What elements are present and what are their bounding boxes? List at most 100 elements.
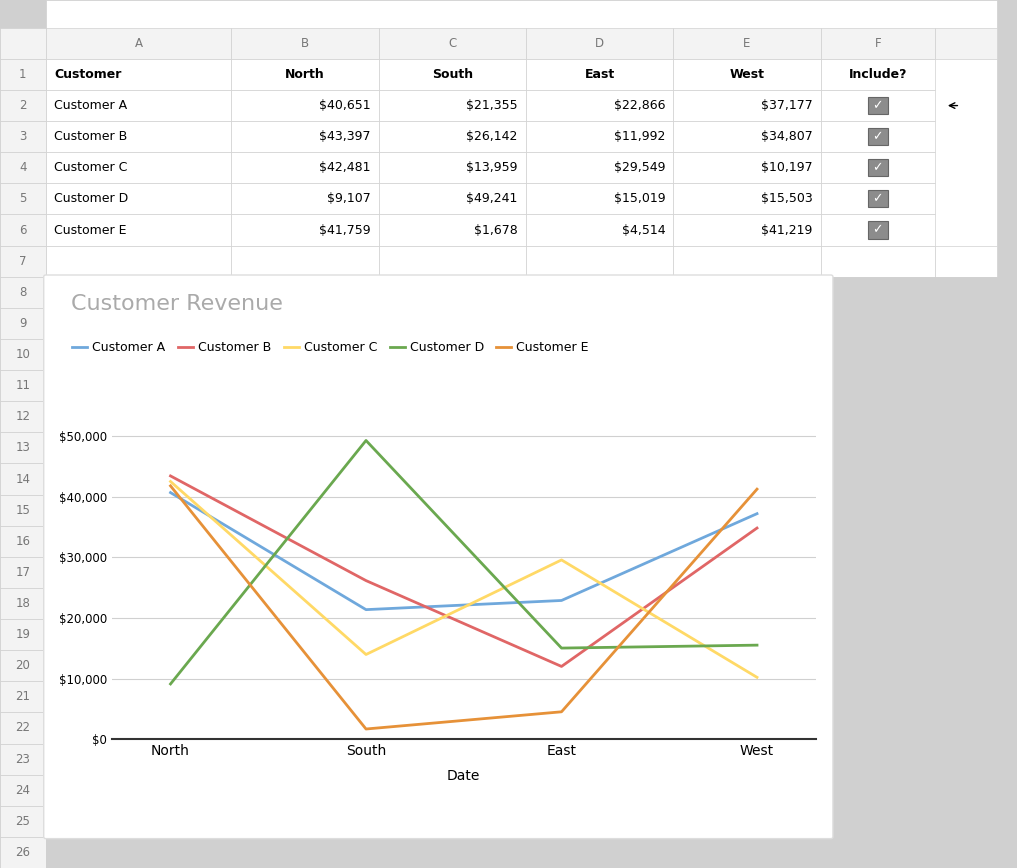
Customer C xyxy=(555,555,567,565)
Bar xyxy=(821,526,935,556)
Bar xyxy=(673,556,821,588)
Bar xyxy=(378,183,526,214)
Text: South: South xyxy=(431,68,473,81)
Bar xyxy=(231,122,378,152)
Bar xyxy=(821,495,935,526)
Bar xyxy=(231,556,378,588)
Bar xyxy=(0,90,46,122)
Text: 24: 24 xyxy=(15,784,31,797)
Bar xyxy=(821,308,935,339)
Customer D xyxy=(360,435,372,445)
Bar xyxy=(46,588,231,619)
Bar xyxy=(526,650,673,681)
Bar xyxy=(46,619,231,650)
Text: $42,481: $42,481 xyxy=(319,161,370,174)
Text: 13: 13 xyxy=(15,442,31,454)
Bar xyxy=(821,122,935,152)
Bar xyxy=(935,28,997,59)
Bar xyxy=(231,464,378,495)
Bar xyxy=(0,713,46,744)
Bar xyxy=(378,744,526,774)
Bar xyxy=(673,588,821,619)
Text: 8: 8 xyxy=(19,286,26,299)
Bar xyxy=(46,370,231,401)
Bar xyxy=(821,214,935,246)
Text: 19: 19 xyxy=(15,628,31,641)
Bar xyxy=(868,190,888,207)
Bar xyxy=(231,152,378,183)
Legend: Customer A, Customer B, Customer C, Customer D, Customer E: Customer A, Customer B, Customer C, Cust… xyxy=(72,341,589,354)
Bar xyxy=(673,526,821,556)
Bar xyxy=(231,90,378,122)
Bar xyxy=(821,246,935,277)
Bar xyxy=(0,588,46,619)
Customer E xyxy=(751,484,763,495)
Bar xyxy=(378,246,526,277)
Line: Customer E: Customer E xyxy=(171,486,757,729)
Customer D xyxy=(751,640,763,650)
Bar xyxy=(0,681,46,713)
Customer C xyxy=(165,477,177,487)
Bar xyxy=(821,28,935,59)
Bar xyxy=(46,774,231,806)
Text: $13,959: $13,959 xyxy=(467,161,518,174)
Text: 26: 26 xyxy=(15,846,31,859)
Customer D xyxy=(165,679,177,689)
Text: Customer Revenue: Customer Revenue xyxy=(71,293,283,313)
Text: $41,759: $41,759 xyxy=(318,224,370,237)
Bar xyxy=(46,122,231,152)
Bar xyxy=(0,774,46,806)
Bar xyxy=(46,526,231,556)
Bar xyxy=(868,97,888,114)
Bar xyxy=(378,152,526,183)
Bar xyxy=(526,588,673,619)
Bar xyxy=(821,681,935,713)
Customer B xyxy=(555,661,567,672)
Bar xyxy=(673,246,821,277)
Text: $10,197: $10,197 xyxy=(761,161,813,174)
X-axis label: Date: Date xyxy=(447,769,480,783)
Bar xyxy=(526,152,673,183)
Bar xyxy=(46,401,231,432)
Text: C: C xyxy=(448,36,457,49)
Bar xyxy=(526,526,673,556)
Bar xyxy=(526,308,673,339)
Text: North: North xyxy=(285,68,324,81)
Bar xyxy=(0,464,46,495)
Text: 23: 23 xyxy=(15,753,31,766)
Text: 21: 21 xyxy=(15,690,31,703)
Bar xyxy=(673,370,821,401)
Bar xyxy=(378,495,526,526)
Bar xyxy=(0,59,46,90)
Text: F: F xyxy=(875,36,881,49)
Bar xyxy=(821,774,935,806)
Text: Customer A: Customer A xyxy=(54,99,127,112)
Bar xyxy=(0,556,46,588)
Bar xyxy=(673,806,821,837)
Bar xyxy=(378,308,526,339)
Text: 18: 18 xyxy=(15,597,31,610)
Bar xyxy=(935,277,997,308)
Text: $49,241: $49,241 xyxy=(467,193,518,206)
Bar xyxy=(378,28,526,59)
Bar xyxy=(673,495,821,526)
Text: $26,142: $26,142 xyxy=(467,130,518,143)
Bar xyxy=(378,277,526,308)
Text: $4,514: $4,514 xyxy=(621,224,665,237)
Bar xyxy=(526,183,673,214)
Bar xyxy=(378,588,526,619)
Bar xyxy=(46,152,231,183)
Text: West: West xyxy=(729,68,765,81)
Bar xyxy=(46,90,231,122)
Bar xyxy=(821,806,935,837)
Bar xyxy=(0,837,46,868)
Customer E xyxy=(360,724,372,734)
Bar xyxy=(378,619,526,650)
Customer C xyxy=(360,649,372,660)
Bar xyxy=(526,619,673,650)
Bar xyxy=(378,401,526,432)
Bar xyxy=(673,214,821,246)
Bar xyxy=(231,28,378,59)
Text: $29,549: $29,549 xyxy=(613,161,665,174)
Bar xyxy=(821,277,935,308)
